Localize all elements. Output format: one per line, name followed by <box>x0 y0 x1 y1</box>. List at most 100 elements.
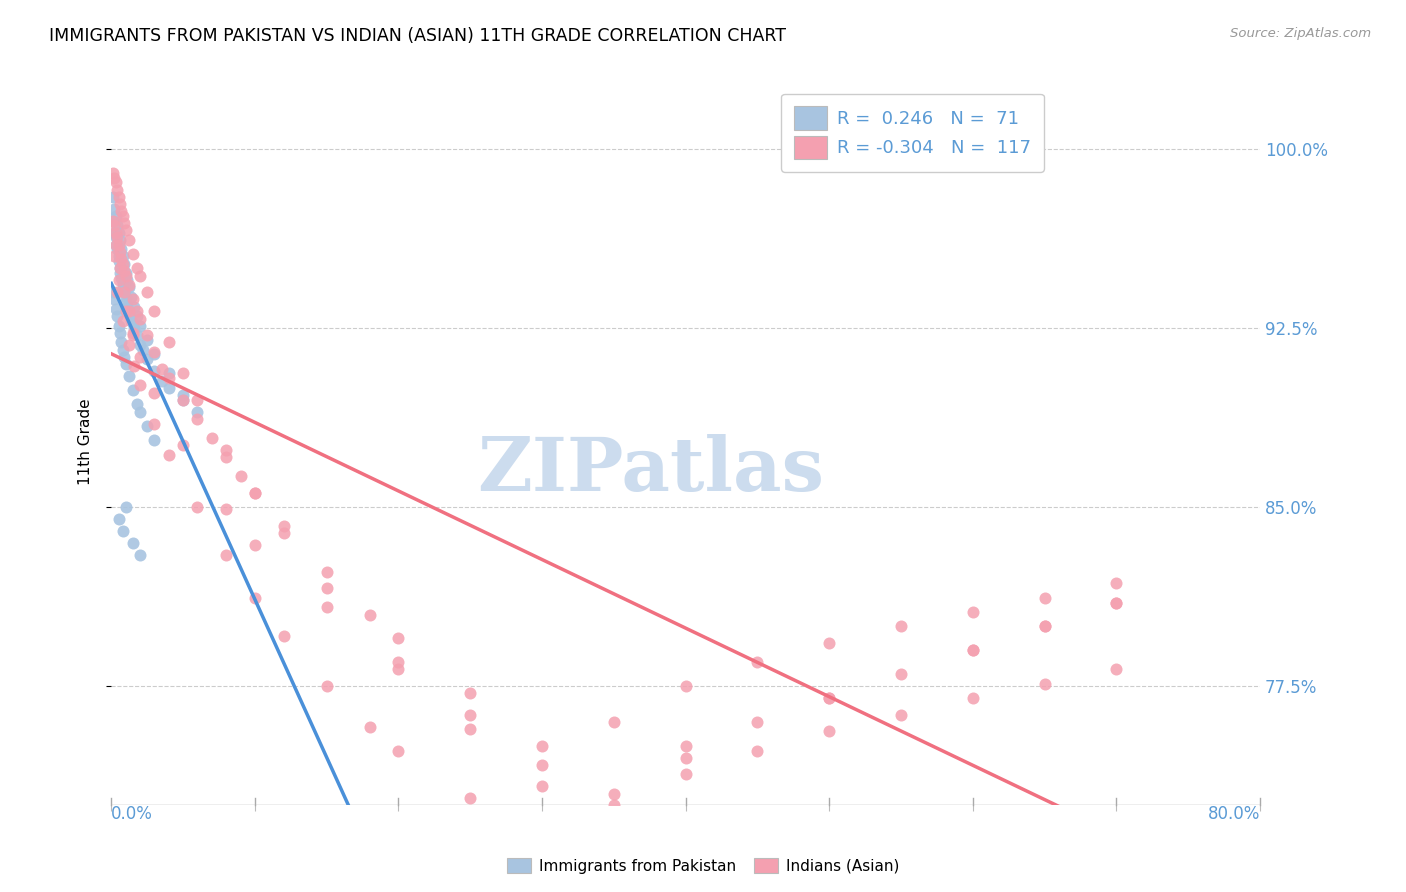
Point <box>112 285 135 300</box>
Point <box>273 519 295 533</box>
Point <box>531 758 554 772</box>
Point <box>1033 619 1056 633</box>
Y-axis label: 11th Grade: 11th Grade <box>79 398 93 484</box>
Point <box>818 691 841 706</box>
Point <box>107 512 129 526</box>
Point <box>112 264 135 278</box>
Point <box>675 679 697 693</box>
Point <box>112 350 135 364</box>
Point <box>111 276 134 290</box>
Point <box>150 361 173 376</box>
Point <box>110 204 132 219</box>
Point <box>157 367 180 381</box>
Point <box>675 739 697 753</box>
Point <box>818 636 841 650</box>
Point <box>127 397 149 411</box>
Point <box>675 750 697 764</box>
Point <box>747 714 769 729</box>
Point <box>114 304 136 318</box>
Point <box>150 374 173 388</box>
Point <box>458 686 481 700</box>
Point <box>111 280 134 294</box>
Point <box>157 335 180 350</box>
Point <box>124 321 146 335</box>
Point <box>136 352 159 367</box>
Point <box>129 318 152 333</box>
Point <box>157 381 180 395</box>
Point <box>315 679 337 693</box>
Point <box>101 213 124 227</box>
Point <box>129 338 152 352</box>
Point <box>115 300 138 314</box>
Point <box>215 442 238 457</box>
Point <box>172 438 194 452</box>
Point <box>458 722 481 736</box>
Point <box>243 485 266 500</box>
Point <box>111 343 134 357</box>
Point <box>359 607 381 622</box>
Point <box>108 261 131 276</box>
Point <box>531 739 554 753</box>
Point <box>962 643 984 657</box>
Point <box>1033 619 1056 633</box>
Point <box>172 367 194 381</box>
Point <box>108 197 131 211</box>
Point <box>243 591 266 605</box>
Point <box>172 392 194 407</box>
Point <box>107 254 129 268</box>
Point <box>129 311 152 326</box>
Point <box>215 548 238 562</box>
Point <box>121 326 143 340</box>
Point <box>121 536 143 550</box>
Point <box>143 434 166 448</box>
Point <box>157 448 180 462</box>
Point <box>124 359 146 374</box>
Point <box>387 655 409 669</box>
Point <box>112 285 135 300</box>
Point <box>104 209 127 223</box>
Point <box>359 720 381 734</box>
Point <box>120 314 142 328</box>
Point <box>117 304 139 318</box>
Point <box>172 392 194 407</box>
Point <box>117 278 139 293</box>
Point <box>117 338 139 352</box>
Point <box>105 230 128 244</box>
Point <box>103 293 125 307</box>
Point <box>127 261 149 276</box>
Point <box>111 314 134 328</box>
Point <box>103 250 125 264</box>
Point <box>117 233 139 247</box>
Point <box>1105 596 1128 610</box>
Point <box>103 226 125 240</box>
Legend: R =  0.246   N =  71, R = -0.304   N =  117: R = 0.246 N = 71, R = -0.304 N = 117 <box>782 94 1045 172</box>
Point <box>115 273 138 287</box>
Point <box>111 257 134 271</box>
Point <box>105 219 128 233</box>
Point <box>818 691 841 706</box>
Point <box>172 388 194 402</box>
Point <box>101 190 124 204</box>
Point <box>107 318 129 333</box>
Point <box>114 290 136 304</box>
Point <box>1105 662 1128 676</box>
Point <box>243 538 266 552</box>
Point <box>243 485 266 500</box>
Point <box>458 791 481 805</box>
Text: Source: ZipAtlas.com: Source: ZipAtlas.com <box>1230 27 1371 40</box>
Point <box>129 404 152 418</box>
Point <box>143 364 166 378</box>
Point <box>531 780 554 794</box>
Point <box>104 301 127 316</box>
Point <box>129 548 152 562</box>
Point <box>103 202 125 216</box>
Point <box>675 767 697 781</box>
Point <box>105 285 128 300</box>
Point <box>215 450 238 464</box>
Point <box>747 655 769 669</box>
Point <box>603 834 626 848</box>
Point <box>104 230 127 244</box>
Point <box>603 787 626 801</box>
Point <box>114 266 136 280</box>
Point <box>111 524 134 538</box>
